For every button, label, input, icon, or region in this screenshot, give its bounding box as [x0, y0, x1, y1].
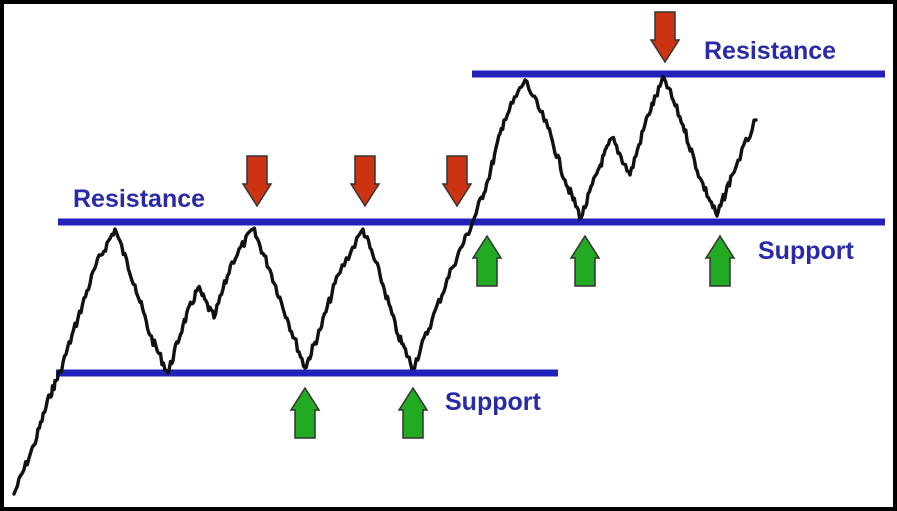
price-line	[12, 74, 758, 496]
up-arrow-icon	[397, 386, 429, 439]
up-arrow-icon	[569, 234, 601, 287]
support-label-lower: Support	[445, 388, 541, 416]
arrow-group	[241, 11, 736, 439]
down-arrow-icon	[349, 155, 381, 208]
resistance-label-upper: Resistance	[704, 37, 836, 65]
up-arrow-icon	[704, 234, 736, 287]
down-arrow-icon	[241, 155, 273, 208]
resistance-label-lower: Resistance	[73, 185, 205, 213]
up-arrow-icon	[471, 234, 503, 287]
up-arrow-icon	[289, 386, 321, 439]
down-arrow-icon	[441, 155, 473, 208]
support-label-upper: Support	[758, 237, 854, 265]
down-arrow-icon	[649, 11, 681, 64]
diagram-background	[4, 4, 893, 507]
